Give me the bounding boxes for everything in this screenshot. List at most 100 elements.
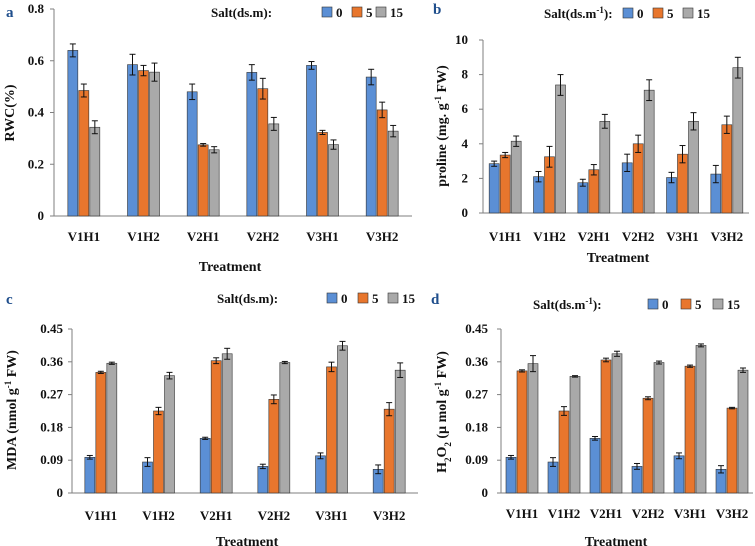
bar-v1h2-salt-15 — [149, 71, 160, 217]
x-tick-label: V1H2 — [533, 229, 566, 244]
legend-label-0: 0 — [336, 5, 343, 20]
y-tick-label: 8 — [462, 67, 469, 82]
bar-v2h2-salt-15 — [279, 362, 291, 494]
y-axis-title: RWC(%) — [3, 84, 18, 141]
legend: Salt(ds.m-1): 0 5 15 — [544, 5, 711, 21]
bar-v3h2-salt-15 — [387, 130, 399, 217]
bar-v1h1-salt-5 — [499, 154, 511, 214]
bar-v2h2-salt-0 — [257, 466, 269, 494]
bar-v2h2-salt-5 — [257, 88, 269, 217]
bar-v1h2-salt-0 — [127, 64, 138, 217]
legend-swatch-15 — [387, 292, 399, 304]
bar-v3h1-salt-15 — [337, 345, 348, 494]
x-tick-label: V2H2 — [247, 229, 280, 244]
bar-v3h1-salt-5 — [317, 132, 328, 217]
x-tick-label: V1H1 — [506, 506, 539, 521]
x-tick-label: V3H2 — [711, 229, 744, 244]
legend-label-0: 0 — [637, 6, 644, 21]
bar-v1h1-salt-15 — [527, 363, 539, 494]
bar-v2h1-salt-5 — [600, 359, 612, 494]
bar-v1h1-salt-0 — [84, 456, 96, 494]
y-tick-label: 0.4 — [28, 105, 45, 120]
bar-v3h2-salt-15 — [737, 369, 749, 494]
y-tick-label: 0.8 — [28, 1, 45, 16]
legend-label-15: 15 — [697, 6, 711, 21]
x-tick-label: V1H1 — [85, 508, 118, 523]
bar-v1h1-salt-5 — [78, 90, 90, 217]
bar-v3h1-salt-0 — [673, 455, 685, 494]
legend-swatch-5 — [680, 298, 692, 310]
bar-v2h1-salt-0 — [186, 91, 198, 217]
x-tick-label: V1H1 — [489, 229, 522, 244]
x-tick-label: V3H1 — [306, 229, 339, 244]
y-tick-label: 0.09 — [40, 452, 63, 467]
bar-v2h1-salt-15 — [599, 121, 611, 214]
bar-v3h1-salt-0 — [306, 65, 317, 217]
x-tick-label: V3H2 — [366, 229, 399, 244]
y-tick-label: 0.45 — [465, 321, 488, 336]
y-tick-label: 0 — [57, 485, 64, 500]
legend-label-5: 5 — [372, 291, 379, 306]
bar-v3h2-salt-15 — [394, 369, 406, 494]
y-tick-label: 0.27 — [40, 387, 63, 402]
y-tick-label: 0 — [462, 205, 469, 220]
x-tick-label: V3H1 — [666, 229, 699, 244]
y-tick-label: 2 — [462, 170, 469, 185]
legend-label-15: 15 — [727, 297, 741, 312]
bar-v2h1-salt-5 — [588, 169, 600, 214]
bar-v2h1-salt-15 — [611, 353, 623, 494]
bar-v2h1-salt-0 — [199, 438, 211, 494]
bar-v3h1-salt-0 — [315, 455, 326, 494]
bar-v3h1-salt-15 — [695, 345, 707, 494]
legend: Salt(ds.m): 0 5 15 — [217, 291, 416, 306]
bar-v2h2-salt-5 — [642, 397, 654, 494]
bar-v2h2-salt-5 — [268, 399, 280, 494]
y-tick-label: 4 — [462, 136, 469, 151]
bar-v3h2-salt-5 — [721, 124, 733, 214]
x-tick-label: V2H1 — [590, 506, 623, 521]
legend-label-15: 15 — [402, 291, 416, 306]
chart-panel-c: c 0 0.09 0.18 0.27 0.36 0.45 V1H1 V1H2 V2H1 V2H2 V3… — [3, 291, 418, 546]
x-tick-label: V2H2 — [622, 229, 655, 244]
bar-v3h2-salt-0 — [365, 76, 377, 217]
bar-v1h2-salt-15 — [569, 376, 581, 494]
bar-v1h2-salt-5 — [558, 410, 570, 494]
x-tick-label: V2H1 — [187, 229, 220, 244]
y-tick-label: 0.09 — [465, 452, 488, 467]
x-tick-label: V3H1 — [315, 508, 348, 523]
legend-label-0: 0 — [341, 291, 348, 306]
bar-v1h1-salt-5 — [516, 370, 528, 494]
y-tick-label: 0.27 — [465, 387, 488, 402]
x-tick-label: V3H1 — [674, 506, 707, 521]
bar-v1h1-salt-0 — [488, 163, 500, 214]
legend-swatch-15 — [712, 298, 724, 310]
legend-swatch-0 — [622, 7, 634, 19]
bar-v1h2-salt-15 — [164, 375, 175, 494]
bar-v1h1-salt-15 — [89, 126, 101, 217]
y-tick-label: 0 — [482, 485, 489, 500]
bar-v3h1-salt-15 — [688, 121, 699, 214]
legend-label-0: 0 — [662, 297, 669, 312]
bar-v2h1-salt-15 — [221, 353, 233, 494]
x-tick-label: V2H2 — [632, 506, 665, 521]
legend-title: Salt(ds.m-1): — [544, 5, 613, 21]
bar-v2h2-salt-0 — [631, 466, 643, 494]
bar-v2h2-salt-15 — [653, 362, 665, 494]
legend-title: Salt(ds.m): — [217, 291, 278, 306]
bar-v2h1-salt-5 — [197, 144, 209, 217]
x-axis-title: Treatment — [216, 535, 279, 546]
legend-label-15: 15 — [390, 5, 404, 20]
x-tick-label: V3H2 — [716, 506, 749, 521]
y-tick-label: 0.36 — [465, 354, 488, 369]
panel-label: a — [6, 5, 14, 21]
x-tick-label: V1H2 — [127, 229, 160, 244]
x-tick-label: V1H2 — [548, 506, 581, 521]
bar-v1h1-salt-0 — [67, 50, 79, 217]
y-tick-label: 0.36 — [40, 354, 63, 369]
chart-panel-a: a 0 0.2 0.4 0.6 0.8 V1H1 V1H2 V2H1 V2H2 V3H1 V3H2 Tr… — [3, 1, 412, 275]
legend-swatch-5 — [351, 6, 363, 18]
legend-label-5: 5 — [667, 6, 674, 21]
bar-v3h2-salt-5 — [726, 407, 738, 494]
x-tick-label: V2H1 — [200, 508, 233, 523]
